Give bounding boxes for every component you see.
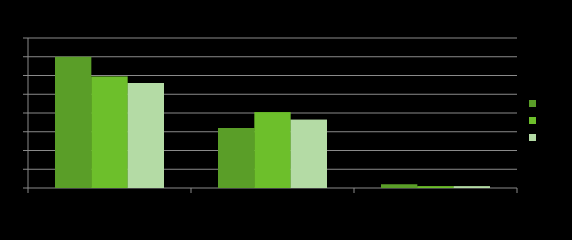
bar	[417, 186, 454, 188]
legend-swatch	[529, 100, 536, 107]
bar	[381, 184, 418, 188]
bar	[127, 83, 164, 188]
bar	[218, 128, 255, 188]
legend-swatch	[529, 134, 536, 141]
legend-swatch	[529, 117, 536, 124]
bar	[91, 76, 128, 188]
bar	[290, 119, 327, 188]
bar	[55, 56, 92, 188]
bar	[453, 186, 490, 188]
bar	[254, 112, 291, 188]
chart	[23, 37, 536, 193]
